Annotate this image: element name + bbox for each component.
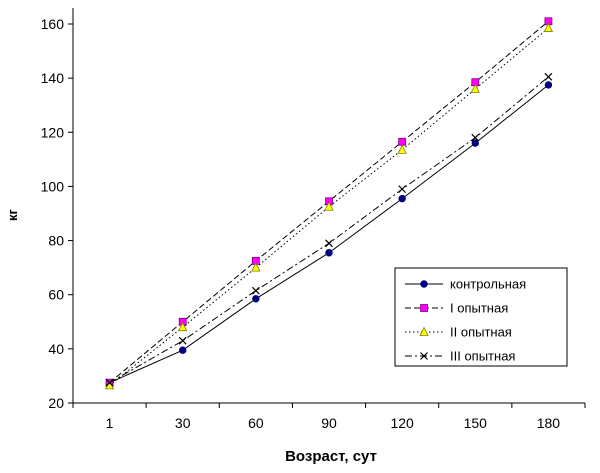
data-point [397, 144, 407, 154]
data-point [324, 201, 334, 211]
y-tick-label: 60 [48, 287, 64, 303]
legend-marker [420, 304, 428, 312]
data-point [251, 262, 261, 272]
y-tick-label: 140 [41, 70, 65, 86]
y-axis-label: кг [5, 208, 20, 221]
x-marker-stroke [544, 72, 553, 81]
legend-marker [419, 326, 429, 336]
data-point [325, 239, 333, 248]
data-point [470, 83, 480, 93]
legend-label: II опытная [450, 325, 512, 340]
data-point [178, 336, 187, 345]
series-layer [104, 17, 554, 390]
legend-marker [420, 352, 428, 360]
x-tick-label: 120 [390, 415, 414, 431]
data-point [398, 194, 406, 203]
data-point [252, 295, 260, 303]
x-axis-label: Возраст, сут [285, 448, 377, 465]
x-tick-label: 1 [106, 415, 114, 431]
y-tick-label: 80 [48, 233, 64, 249]
data-point [471, 133, 480, 142]
data-point [105, 378, 114, 387]
legend-item: II опытная [405, 325, 512, 340]
data-point [179, 346, 187, 354]
data-point [544, 72, 553, 81]
series-4 [105, 72, 553, 387]
y-tick-label: 160 [41, 16, 65, 32]
x-tick-label: 30 [175, 415, 191, 431]
data-point [398, 185, 407, 194]
legend-item: I опытная [405, 301, 508, 316]
y-tick-label: 100 [41, 178, 65, 194]
x-marker-stroke [471, 133, 480, 142]
data-point [471, 139, 479, 147]
legend-marker [420, 280, 428, 288]
x-marker-stroke [105, 378, 114, 387]
data-point [325, 249, 333, 257]
data-point [398, 137, 407, 146]
data-point [251, 286, 260, 295]
legend-label: I опытная [450, 301, 508, 316]
series-1 [105, 81, 553, 387]
axes: 20 40 60 80 100 120 140 160 1 30 60 90 120 150 180 [41, 8, 586, 431]
legend-item: III опытная [405, 349, 515, 364]
legend-item: контрольная [405, 277, 526, 292]
x-marker-stroke [251, 286, 260, 295]
x-marker-stroke [325, 239, 333, 248]
data-point [544, 81, 553, 89]
x-tick-label: 180 [537, 415, 561, 431]
y-tick-label: 120 [41, 124, 65, 140]
data-point [178, 321, 188, 332]
y-tick-label: 20 [48, 395, 64, 411]
x-tick-label: 60 [248, 415, 264, 431]
data-point [543, 22, 554, 32]
x-tick-label: 90 [321, 415, 337, 431]
legend-label: III опытная [450, 349, 515, 364]
series-3 [104, 22, 554, 390]
y-tick-label: 40 [48, 341, 64, 357]
x-tick-label: 150 [464, 415, 488, 431]
x-marker-stroke [398, 185, 407, 194]
legend: контрольная I опытная II опытная III опытна… [394, 267, 568, 367]
legend-label: контрольная [450, 277, 526, 292]
x-marker-stroke [420, 352, 428, 360]
x-marker-stroke [178, 336, 187, 345]
